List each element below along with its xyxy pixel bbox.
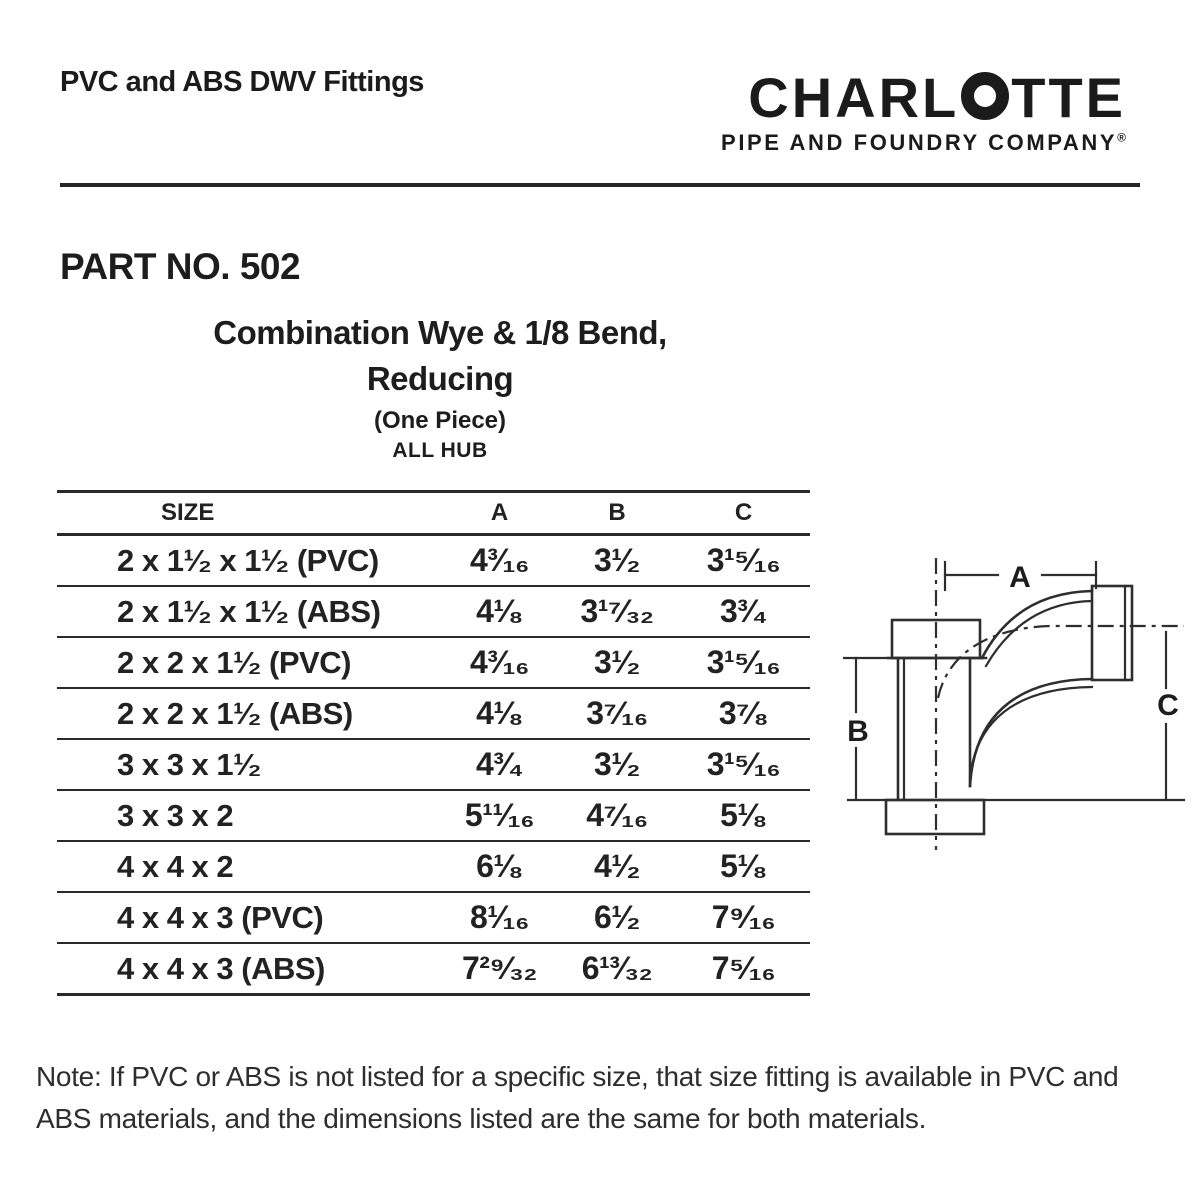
dimension-a: A bbox=[943, 560, 1098, 594]
table-row: 3 x 3 x 1¹⁄₂ 4³⁄₄ 3¹⁄₂ 3¹⁵⁄₁₆ bbox=[57, 739, 810, 791]
dimensions-table: SIZE A B C 2 x 1¹⁄₂ x 1¹⁄₂ (PVC) 4³⁄₁₆ 3¹⁄… bbox=[57, 490, 810, 996]
table-row: 4 x 4 x 3 (PVC) 8¹⁄₁₆ 6¹⁄₂ 7⁹⁄₁₆ bbox=[57, 892, 810, 944]
size-cell: 4 x 4 x 3 (PVC) bbox=[57, 892, 442, 944]
dim-b-cell: 3⁷⁄₁₆ bbox=[557, 688, 677, 740]
dim-b-cell: 6¹⁄₂ bbox=[557, 892, 677, 944]
dim-c-cell: 3¹⁵⁄₁₆ bbox=[677, 739, 810, 791]
table-row: 2 x 1¹⁄₂ x 1¹⁄₂ (PVC) 4³⁄₁₆ 3¹⁄₂ 3¹⁵⁄₁₆ bbox=[57, 534, 810, 587]
dim-c-cell: 5¹⁄₈ bbox=[677, 841, 810, 893]
dim-label-c: C bbox=[1157, 689, 1179, 722]
dim-b-cell: 3¹⁄₂ bbox=[557, 534, 677, 587]
product-title-block: Combination Wye & 1/8 Bend, Reducing (On… bbox=[70, 310, 810, 463]
header-divider bbox=[60, 183, 1140, 187]
registered-mark: ® bbox=[1117, 130, 1126, 145]
logo-subtitle-text: PIPE AND FOUNDRY COMPANY bbox=[721, 130, 1118, 155]
size-cell: 2 x 1¹⁄₂ x 1¹⁄₂ (ABS) bbox=[57, 586, 442, 638]
right-hub bbox=[1090, 584, 1134, 682]
size-cell: 3 x 3 x 2 bbox=[57, 790, 442, 842]
dim-a-cell: 7²⁹⁄₃₂ bbox=[442, 943, 557, 996]
bottom-hub bbox=[884, 798, 986, 836]
size-cell: 4 x 4 x 2 bbox=[57, 841, 442, 893]
dim-a-cell: 4³⁄₁₆ bbox=[442, 534, 557, 587]
dim-c-cell: 3¹⁵⁄₁₆ bbox=[677, 534, 810, 587]
logo-subtitle: PIPE AND FOUNDRY COMPANY® bbox=[721, 130, 1126, 156]
size-column-header: SIZE bbox=[161, 499, 215, 526]
dim-c-cell: 5¹⁄₈ bbox=[677, 790, 810, 842]
dim-a-cell: 8¹⁄₁₆ bbox=[442, 892, 557, 944]
sweep-inner-curve bbox=[968, 677, 1094, 788]
sweep-outer-curve bbox=[980, 589, 1094, 660]
table-row: 2 x 1¹⁄₂ x 1¹⁄₂ (ABS) 4¹⁄₈ 3¹⁷⁄₃₂ 3³⁄₄ bbox=[57, 586, 810, 638]
fitting-outline bbox=[884, 584, 1134, 836]
table-row: 4 x 4 x 2 6¹⁄₈ 4¹⁄₂ 5¹⁄₈ bbox=[57, 841, 810, 893]
part-number-heading: PART NO. 502 bbox=[60, 246, 301, 287]
table-row: 2 x 2 x 1¹⁄₂ (ABS) 4¹⁄₈ 3⁷⁄₁₆ 3⁷⁄₈ bbox=[57, 688, 810, 740]
pipe-ring-icon bbox=[961, 72, 1010, 120]
dim-a-cell: 6¹⁄₈ bbox=[442, 841, 557, 893]
charlotte-logo: CHARL TTE PIPE AND FOUNDRY COMPANY® bbox=[721, 70, 1126, 156]
size-cell: 3 x 3 x 1¹⁄₂ bbox=[57, 739, 442, 791]
size-cell: 4 x 4 x 3 (ABS) bbox=[57, 943, 442, 996]
table-header-row: SIZE A B C bbox=[57, 491, 810, 535]
dim-c-cell: 3³⁄₄ bbox=[677, 586, 810, 638]
dim-a-cell: 4³⁄₁₆ bbox=[442, 637, 557, 689]
dimension-c: C bbox=[1157, 630, 1179, 800]
dim-c-cell: 7⁹⁄₁₆ bbox=[677, 892, 810, 944]
dim-label-a: A bbox=[1009, 561, 1031, 594]
dim-label-b: B bbox=[847, 715, 869, 748]
dimension-b: B bbox=[843, 656, 898, 802]
logo-wordmark: CHARL TTE bbox=[721, 70, 1126, 126]
dim-a-cell: 5¹¹⁄₁₆ bbox=[442, 790, 557, 842]
dim-c-cell: 3⁷⁄₈ bbox=[677, 688, 810, 740]
dim-b-cell: 4⁷⁄₁₆ bbox=[557, 790, 677, 842]
dim-b-cell: 3¹⁷⁄₃₂ bbox=[557, 586, 677, 638]
dim-b-cell: 3¹⁄₂ bbox=[557, 637, 677, 689]
table-body: 2 x 1¹⁄₂ x 1¹⁄₂ (PVC) 4³⁄₁₆ 3¹⁄₂ 3¹⁵⁄₁₆ 2 x … bbox=[57, 534, 810, 996]
dim-c-cell: 3¹⁵⁄₁₆ bbox=[677, 637, 810, 689]
product-title-line2: Reducing bbox=[366, 359, 514, 397]
size-cell: 2 x 2 x 1¹⁄₂ (PVC) bbox=[57, 637, 442, 689]
dim-a-cell: 4¹⁄₈ bbox=[442, 586, 557, 638]
fitting-diagram: A B C bbox=[843, 558, 1186, 850]
dim-c-column-header: C bbox=[734, 499, 753, 526]
dim-a-cell: 4¹⁄₈ bbox=[442, 688, 557, 740]
logo-text-pre: CHARL bbox=[748, 66, 960, 129]
size-cell: 2 x 2 x 1¹⁄₂ (ABS) bbox=[57, 688, 442, 740]
sweep-centerline bbox=[936, 624, 1184, 699]
dim-b-cell: 6¹³⁄₃₂ bbox=[557, 943, 677, 996]
dim-b-cell: 4¹⁄₂ bbox=[557, 841, 677, 893]
table-row: 4 x 4 x 3 (ABS) 7²⁹⁄₃₂ 6¹³⁄₃₂ 7⁵⁄₁₆ bbox=[57, 943, 810, 996]
table-row: 3 x 3 x 2 5¹¹⁄₁₆ 4⁷⁄₁₆ 5¹⁄₈ bbox=[57, 790, 810, 842]
product-subtitle-all-hub: ALL HUB bbox=[392, 439, 488, 463]
product-subtitle-one-piece: (One Piece) bbox=[373, 407, 507, 435]
footnote: Note: If PVC or ABS is not listed for a … bbox=[36, 1061, 1119, 1134]
table-row: 2 x 2 x 1¹⁄₂ (PVC) 4³⁄₁₆ 3¹⁄₂ 3¹⁵⁄₁₆ bbox=[57, 637, 810, 689]
size-cell: 2 x 1¹⁄₂ x 1¹⁄₂ (PVC) bbox=[57, 534, 442, 587]
product-title-line1: Combination Wye & 1/8 Bend, bbox=[213, 314, 667, 351]
dim-a-cell: 4³⁄₄ bbox=[442, 739, 557, 791]
table-header: SIZE A B C bbox=[57, 491, 810, 535]
logo-text-post: TTE bbox=[1011, 66, 1126, 129]
dim-c-cell: 7⁵⁄₁₆ bbox=[677, 943, 810, 996]
dim-b-cell: 3¹⁄₂ bbox=[557, 739, 677, 791]
dim-a-column-header: A bbox=[490, 499, 509, 526]
dim-b-column-header: B bbox=[608, 499, 626, 526]
doc-title: PVC and ABS DWV Fittings bbox=[60, 66, 424, 98]
